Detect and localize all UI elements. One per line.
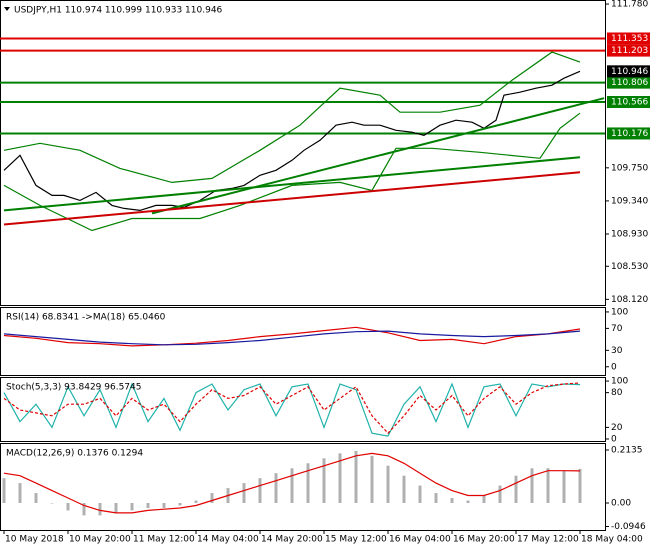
level-label-box — [607, 127, 650, 140]
y-tick-label: 80 — [611, 388, 623, 398]
y-tick-label: 108.930 — [611, 229, 648, 239]
histogram-bar — [194, 500, 198, 503]
x-tick-label: 14 May 20:00 — [261, 535, 323, 545]
y-tick-label: 108.530 — [611, 262, 648, 272]
series-line — [3, 112, 581, 232]
histogram-bar — [498, 485, 502, 503]
histogram-bar — [386, 465, 390, 503]
histogram-bar — [130, 502, 134, 511]
current-price-label: 110.946 — [611, 67, 648, 77]
panel-title: Stoch(5,3,3) 93.8429 96.5745 — [6, 383, 141, 393]
histogram-bar — [114, 502, 118, 513]
histogram-bar — [274, 473, 278, 503]
level-label: 110.806 — [611, 78, 648, 88]
panel-frame — [0, 443, 606, 531]
histogram-bar — [514, 475, 518, 503]
x-tick-label: 14 May 04:00 — [197, 535, 259, 545]
series-line — [3, 382, 581, 435]
y-tick-label: 109.340 — [611, 196, 648, 206]
panel-frame — [0, 377, 606, 442]
y-tick-label: 20 — [611, 423, 623, 433]
histogram-bar — [578, 468, 582, 503]
histogram-bar — [178, 502, 182, 506]
series-line — [3, 156, 581, 212]
y-tick-label: 0.00 — [611, 498, 631, 508]
level-label: 111.353 — [611, 34, 648, 44]
y-tick-label: -0.0946 — [611, 522, 646, 532]
series-line — [3, 330, 581, 346]
y-tick-label: 30 — [611, 346, 623, 356]
x-tick-label: 15 May 12:00 — [325, 535, 387, 545]
panel-title: RSI(14) 68.8341 ->MA(18) 65.0460 — [6, 313, 166, 323]
y-tick-label: 0 — [611, 362, 617, 372]
y-tick-label: 0 — [611, 434, 617, 444]
series-line — [151, 97, 605, 215]
y-tick-label: 100 — [611, 307, 628, 317]
symbol-dropdown-icon[interactable] — [4, 7, 10, 11]
y-tick-label: 0.2135 — [611, 445, 643, 455]
y-tick-label: 70 — [611, 324, 623, 334]
series-line — [3, 51, 581, 184]
histogram-bar — [402, 475, 406, 503]
histogram-bar — [258, 478, 262, 503]
histogram-bar — [546, 468, 550, 503]
histogram-bar — [450, 498, 454, 503]
level-label: 111.203 — [611, 46, 648, 56]
histogram-bar — [34, 493, 38, 503]
histogram-bar — [306, 463, 310, 503]
histogram-bar — [162, 502, 166, 508]
series-line — [3, 171, 581, 226]
y-tick-label: 100 — [611, 377, 628, 387]
histogram-bar — [466, 500, 470, 503]
panel-title: MACD(12,26,9) 0.1376 0.1294 — [6, 449, 143, 459]
level-label: 110.176 — [611, 129, 648, 139]
histogram-bar — [338, 453, 342, 503]
series-line — [3, 452, 581, 514]
panel-title: USDJPY,H1 110.974 110.999 110.933 110.94… — [14, 6, 223, 16]
histogram-bar — [18, 483, 22, 503]
panel-frame — [0, 307, 606, 376]
histogram-bar — [562, 470, 566, 503]
x-tick-label: 17 May 12:00 — [517, 535, 579, 545]
y-tick-label: 111.780 — [611, 0, 648, 10]
x-tick-label: 10 May 20:00 — [69, 535, 131, 545]
histogram-bar — [530, 468, 534, 503]
x-tick-label: 16 May 20:00 — [453, 535, 515, 545]
histogram-bar — [66, 502, 70, 511]
y-tick-label: 109.750 — [611, 163, 648, 173]
x-tick-label: 18 May 04:00 — [581, 535, 643, 545]
series-line — [3, 70, 581, 212]
histogram-bar — [418, 485, 422, 503]
histogram-bar — [98, 502, 102, 516]
histogram-bar — [82, 502, 86, 516]
histogram-bar — [482, 495, 486, 503]
histogram-bar — [290, 468, 294, 503]
histogram-bar — [370, 455, 374, 503]
histogram-bar — [2, 478, 6, 503]
y-tick-label: 108.120 — [611, 295, 648, 305]
histogram-bar — [50, 502, 54, 504]
histogram-bar — [210, 493, 214, 503]
x-tick-label: 10 May 2018 — [5, 535, 64, 545]
level-label-box — [607, 44, 650, 57]
level-label: 110.566 — [611, 97, 648, 107]
histogram-bar — [242, 483, 246, 503]
panel-frame — [0, 0, 606, 306]
x-tick-label: 11 May 12:00 — [133, 535, 195, 545]
series-line — [3, 382, 581, 437]
series-line — [3, 326, 581, 347]
current-price-box — [607, 65, 650, 78]
level-label-box — [607, 76, 650, 89]
histogram-bar — [322, 458, 326, 503]
level-label-box — [607, 95, 650, 108]
level-label-box — [607, 32, 650, 45]
histogram-bar — [354, 450, 358, 503]
histogram-bar — [434, 493, 438, 503]
x-tick-label: 16 May 04:00 — [389, 535, 451, 545]
histogram-bar — [146, 502, 150, 508]
